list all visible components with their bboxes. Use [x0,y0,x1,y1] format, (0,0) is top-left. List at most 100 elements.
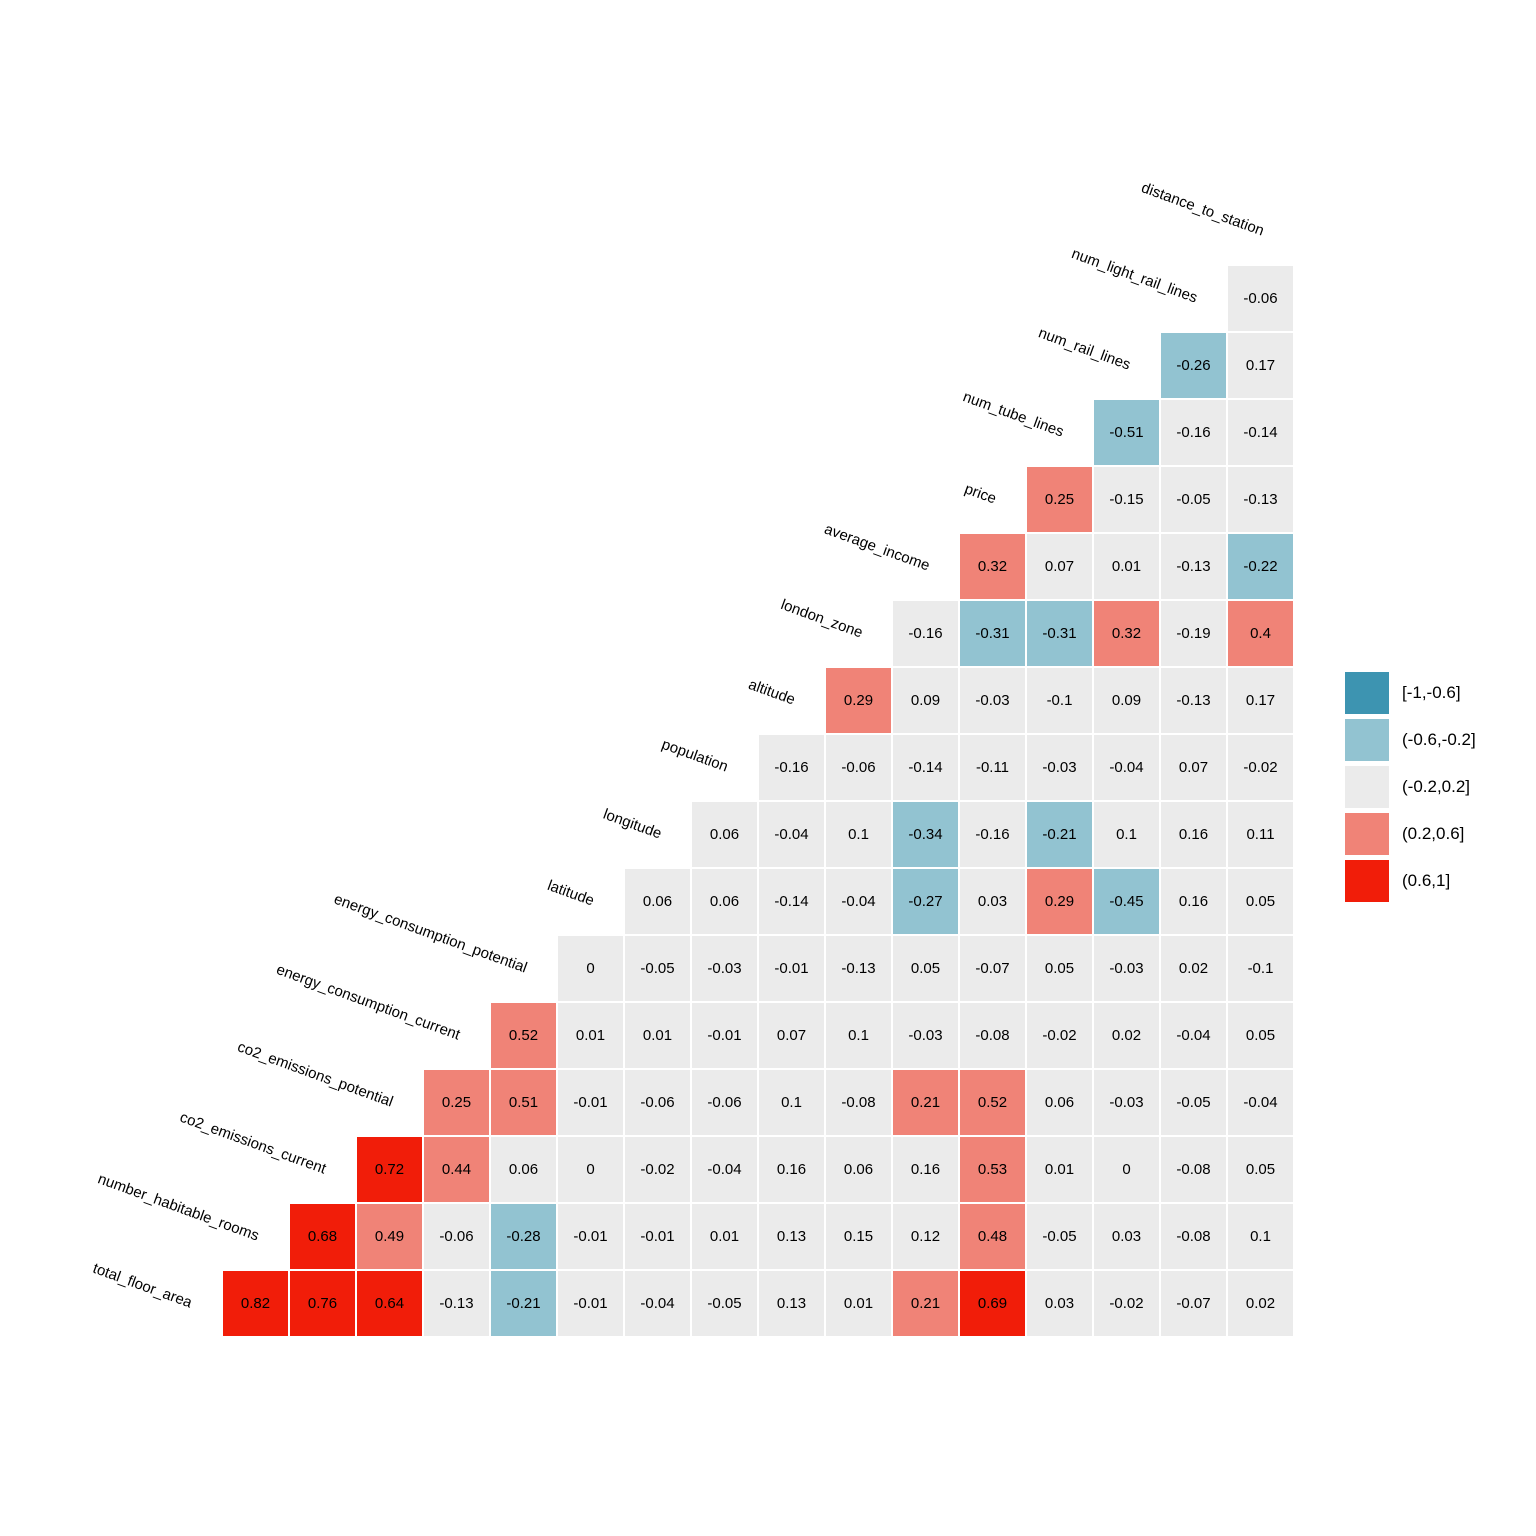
matrix-cell: -0.02 [1093,1270,1160,1337]
matrix-cell: 0.03 [1026,1270,1093,1337]
matrix-cell: 0.69 [959,1270,1026,1337]
matrix-cell: -0.03 [1093,935,1160,1002]
matrix-cell: -0.27 [892,868,959,935]
matrix-cell: -0.06 [825,734,892,801]
variable-label: altitude [746,675,798,709]
variable-label: number_habitable_rooms [95,1169,262,1245]
matrix-cell: -0.02 [1227,734,1294,801]
matrix-cell: 0.1 [758,1069,825,1136]
legend-swatch [1345,813,1389,855]
matrix-cell: -0.22 [1227,533,1294,600]
legend-swatch [1345,719,1389,761]
matrix-cell: -0.15 [1093,466,1160,533]
matrix-cell: -0.04 [825,868,892,935]
matrix-cell: 0.48 [959,1203,1026,1270]
matrix-cell: -0.01 [557,1203,624,1270]
matrix-cell: 0.06 [691,801,758,868]
matrix-cell: -0.45 [1093,868,1160,935]
legend-entry: (-0.6,-0.2] [1345,719,1476,761]
variable-label: total_floor_area [90,1259,195,1312]
matrix-cell: -0.05 [691,1270,758,1337]
matrix-cell: -0.03 [892,1002,959,1069]
matrix-cell: 0.05 [1227,1136,1294,1203]
legend-entry: (-0.2,0.2] [1345,766,1470,808]
matrix-cell: 0.03 [959,868,1026,935]
matrix-cell: 0.72 [356,1136,423,1203]
matrix-cell: -0.13 [423,1270,490,1337]
matrix-cell: -0.08 [959,1002,1026,1069]
legend-entry: [-1,-0.6] [1345,672,1461,714]
matrix-cell: 0.06 [624,868,691,935]
matrix-cell: 0.16 [892,1136,959,1203]
matrix-cell: -0.31 [959,600,1026,667]
matrix-cell: 0.13 [758,1270,825,1337]
matrix-cell: 0.01 [1093,533,1160,600]
variable-label: distance_to_station [1139,178,1267,240]
matrix-cell: 0.12 [892,1203,959,1270]
matrix-cell: 0.01 [624,1002,691,1069]
legend-entry: (0.6,1] [1345,860,1450,902]
matrix-cell: 0.25 [1026,466,1093,533]
matrix-cell: -0.08 [1160,1136,1227,1203]
matrix-cell: -0.03 [959,667,1026,734]
matrix-cell: 0.44 [423,1136,490,1203]
matrix-cell: 0.51 [490,1069,557,1136]
matrix-cell: -0.16 [892,600,959,667]
matrix-cell: 0.1 [1093,801,1160,868]
matrix-cell: 0.07 [1026,533,1093,600]
matrix-cell: 0.82 [222,1270,289,1337]
legend-label: (-0.2,0.2] [1402,777,1471,796]
matrix-cell: 0 [1093,1136,1160,1203]
matrix-cell: 0.25 [423,1069,490,1136]
matrix-cell: 0.64 [356,1270,423,1337]
matrix-cell: -0.01 [557,1270,624,1337]
matrix-cell: -0.08 [1160,1203,1227,1270]
matrix-cell: 0.09 [892,667,959,734]
matrix-cell: 0.15 [825,1203,892,1270]
matrix-cell: -0.02 [1026,1002,1093,1069]
matrix-cell: 0.16 [1160,801,1227,868]
matrix-cell: 0.05 [1227,1002,1294,1069]
matrix-cell: 0.07 [1160,734,1227,801]
matrix-cell: -0.04 [1227,1069,1294,1136]
matrix-cell: -0.03 [1026,734,1093,801]
matrix-cell: -0.06 [1227,265,1294,332]
matrix-cell: 0.16 [758,1136,825,1203]
matrix-cell: -0.28 [490,1203,557,1270]
matrix-cell: -0.14 [758,868,825,935]
matrix-cell: 0.52 [490,1002,557,1069]
matrix-cell: -0.06 [624,1069,691,1136]
matrix-cell: -0.31 [1026,600,1093,667]
matrix-cell: -0.1 [1026,667,1093,734]
matrix-cell: 0.21 [892,1069,959,1136]
matrix-cell: 0.02 [1227,1270,1294,1337]
matrix-cell: -0.08 [825,1069,892,1136]
matrix-cell: 0.06 [825,1136,892,1203]
matrix-cell: 0 [557,1136,624,1203]
matrix-cell: -0.04 [691,1136,758,1203]
matrix-cell: 0.32 [959,533,1026,600]
legend-label: (-0.6,-0.2] [1402,730,1476,749]
matrix-cell: 0.05 [1026,935,1093,1002]
matrix-cell: -0.11 [959,734,1026,801]
matrix-cell: 0.32 [1093,600,1160,667]
variable-label: co2_emissions_potential [235,1037,396,1111]
legend-label: (0.6,1] [1402,871,1451,890]
matrix-cell: 0.06 [490,1136,557,1203]
matrix-cell: -0.13 [1160,667,1227,734]
legend-swatch [1345,860,1389,902]
matrix-cell: -0.14 [1227,399,1294,466]
matrix-cell: 0.52 [959,1069,1026,1136]
matrix-cell: 0.49 [356,1203,423,1270]
variable-label: london_zone [778,595,865,642]
matrix-cell: -0.21 [1026,801,1093,868]
variable-label: num_light_rail_lines [1069,244,1200,307]
matrix-cell: -0.05 [1026,1203,1093,1270]
matrix-cell: 0.53 [959,1136,1026,1203]
matrix-cell: -0.01 [691,1002,758,1069]
matrix-cell: -0.01 [758,935,825,1002]
matrix-cell: 0.02 [1093,1002,1160,1069]
matrix-cell: 0.1 [825,1002,892,1069]
matrix-cell: 0.29 [1026,868,1093,935]
